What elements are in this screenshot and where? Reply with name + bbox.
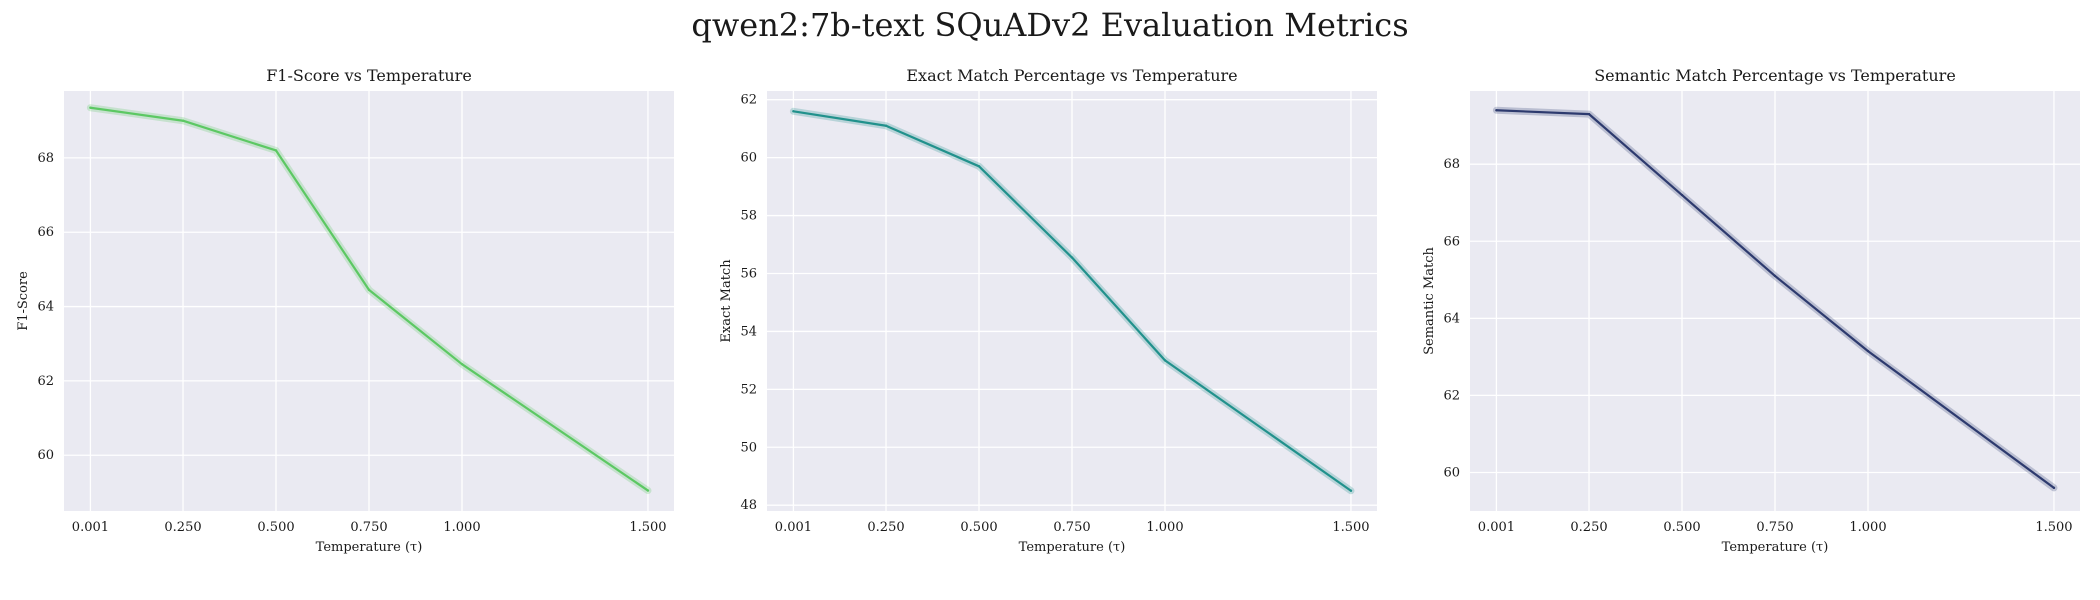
y-tick-label: 66 [1443, 234, 1460, 249]
f1-score-chart: F1-Score vs Temperature 0.001 0.250 0.500 0.… [16, 66, 674, 555]
x-tick-label: 0.250 [1570, 520, 1607, 535]
y-tick-label: 60 [1443, 465, 1460, 480]
y-tick-label: 60 [37, 448, 54, 463]
x-tick-label: 1.500 [2035, 520, 2072, 535]
data-point [274, 149, 278, 152]
data-point [367, 288, 371, 292]
y-tick-label: 48 [740, 498, 757, 513]
data-point [89, 106, 92, 109]
y-axis-label: Exact Match [719, 259, 734, 343]
exact-match-chart: Exact Match Percentage vs Temperature 0.0… [719, 66, 1377, 555]
data-point [1866, 349, 1870, 353]
data-point [646, 489, 650, 492]
data-point [1349, 489, 1353, 492]
data-point [2052, 486, 2056, 490]
x-tick-label: 0.500 [960, 520, 997, 535]
chart-title: Semantic Match Percentage vs Temperature [1594, 66, 1956, 85]
data-point [977, 165, 981, 168]
x-tick-label: 1.500 [1332, 520, 1369, 535]
y-tick-label: 68 [1443, 157, 1460, 172]
data-point [1495, 109, 1498, 112]
x-axis-label: Temperature (τ) [316, 540, 423, 555]
figure-title: qwen2:7b-text SQuADv2 Evaluation Metrics [691, 6, 1409, 44]
series-line [792, 110, 1353, 492]
x-tick-label: 1.000 [443, 520, 480, 535]
semantic-match-chart: Semantic Match Percentage vs Temperature… [1422, 66, 2080, 555]
data-point [792, 110, 795, 113]
y-tick-label: 62 [1443, 388, 1460, 403]
chart-title: F1-Score vs Temperature [266, 66, 472, 85]
x-axis-label: Temperature (τ) [1722, 540, 1829, 555]
y-axis-label: Semantic Match [1422, 246, 1437, 354]
x-tick-label: 0.001 [775, 520, 812, 535]
x-tick-label: 0.750 [1756, 520, 1793, 535]
data-point [1773, 274, 1777, 278]
x-tick-label: 0.500 [1663, 520, 1700, 535]
y-tick-label: 64 [37, 300, 54, 315]
x-tick-label: 0.001 [72, 520, 109, 535]
x-tick-label: 0.250 [867, 520, 904, 535]
x-tick-label: 1.000 [1849, 520, 1886, 535]
x-axis-label: Temperature (τ) [1019, 540, 1126, 555]
y-tick-label: 58 [740, 209, 757, 224]
data-point [1070, 256, 1074, 259]
x-tick-label: 0.750 [1053, 520, 1090, 535]
y-tick-label: 62 [740, 93, 757, 108]
y-tick-label: 68 [37, 151, 54, 166]
y-tick-label: 54 [740, 324, 757, 339]
y-tick-label: 56 [740, 266, 757, 281]
chart-title: Exact Match Percentage vs Temperature [906, 66, 1237, 85]
x-tick-label: 0.001 [1478, 520, 1515, 535]
data-point [181, 119, 185, 122]
x-tick-label: 0.500 [257, 520, 294, 535]
series-line [89, 106, 650, 492]
y-tick-label: 60 [740, 151, 757, 166]
data-point [1163, 359, 1167, 362]
x-tick-label: 0.250 [164, 520, 201, 535]
data-point [460, 362, 464, 366]
data-point [1680, 193, 1684, 197]
data-point [884, 124, 888, 127]
series-line [1495, 109, 2056, 489]
y-tick-label: 52 [740, 382, 757, 397]
y-tick-label: 50 [740, 440, 757, 455]
y-tick-label: 64 [1443, 311, 1460, 326]
x-tick-label: 0.750 [350, 520, 387, 535]
y-tick-label: 66 [37, 225, 54, 240]
y-tick-label: 62 [37, 374, 54, 389]
x-tick-label: 1.000 [1146, 520, 1183, 535]
y-axis-label: F1-Score [16, 271, 31, 331]
data-point [1587, 112, 1591, 116]
x-tick-label: 1.500 [629, 520, 666, 535]
